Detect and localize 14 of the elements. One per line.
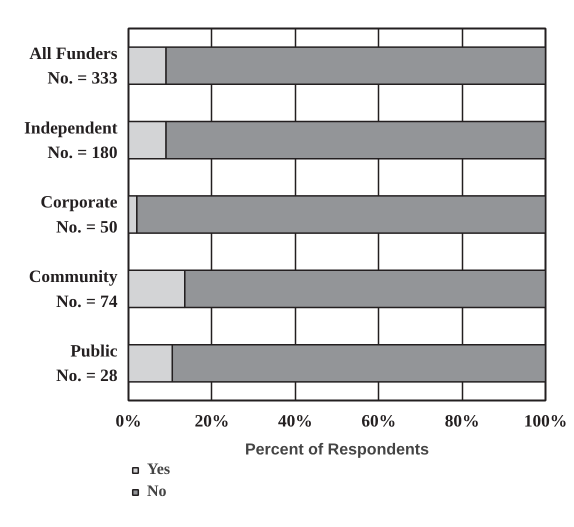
x-tick-label: 60%: [361, 412, 396, 430]
x-tick-label: 100%: [524, 412, 568, 430]
x-tick-label: 80%: [444, 412, 480, 430]
x-tick-label: 0%: [116, 412, 142, 430]
x-tick-label: 40%: [278, 412, 313, 430]
x-axis-title: Percent of Respondents: [244, 442, 430, 458]
y-tick-label: Public No. = 28: [56, 341, 118, 386]
y-tick-label: Independent No. = 180: [24, 118, 118, 162]
legend-label: Yes: [147, 461, 170, 479]
legend-label: No: [147, 483, 167, 501]
y-tick-label: All Funders No. = 333: [29, 44, 118, 88]
y-tick-label: Community No. = 74: [28, 267, 118, 311]
y-tick-label: Corporate No. = 50: [40, 192, 118, 236]
x-tick-label: 20%: [194, 412, 230, 430]
